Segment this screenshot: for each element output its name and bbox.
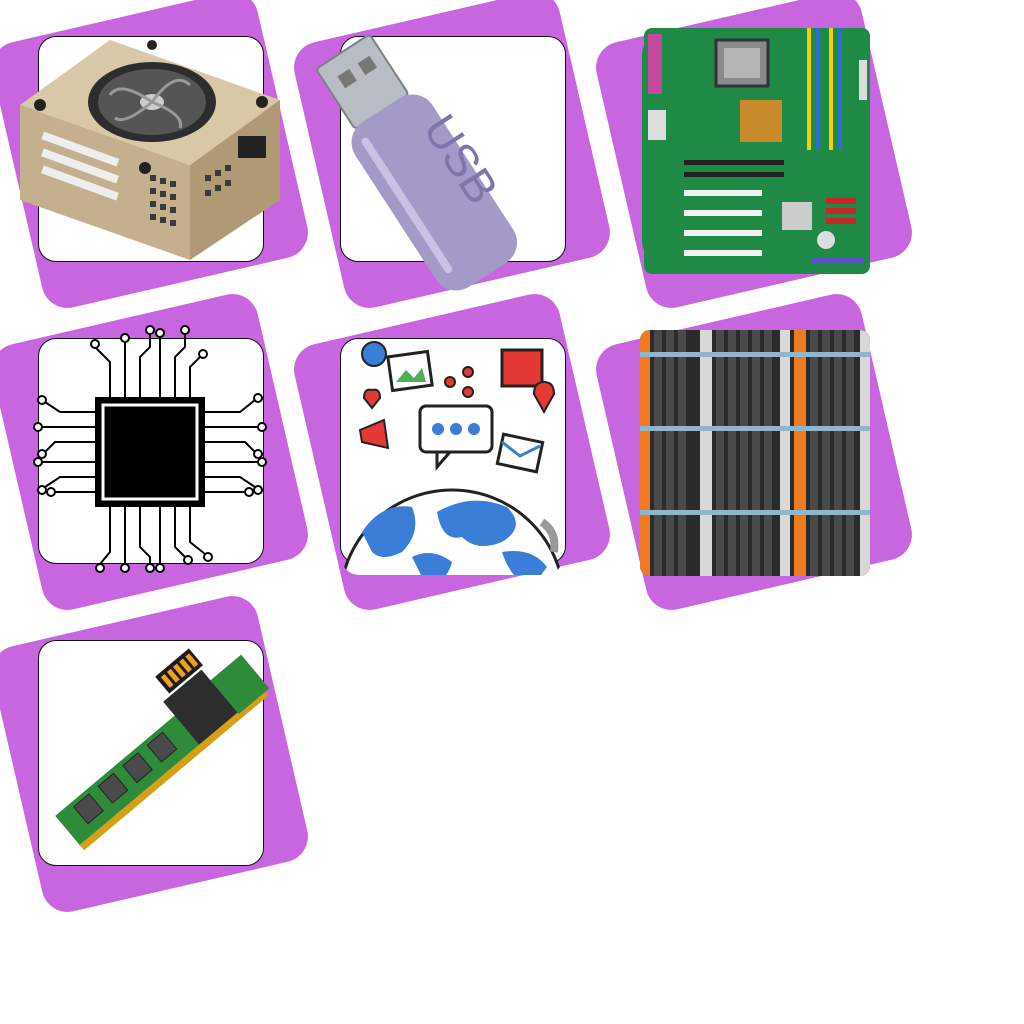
- network-cables-icon: [640, 330, 870, 576]
- tile-network-cables[interactable]: [590, 288, 918, 616]
- ram-module-icon: [55, 648, 270, 851]
- tile-ram-module[interactable]: [0, 590, 314, 918]
- cpu-chip-icon: [33, 325, 267, 573]
- motherboard-icon: [644, 28, 870, 274]
- tile-globe-social-media[interactable]: [288, 288, 616, 616]
- globe-social-media-icon: [341, 341, 563, 575]
- tile-usb-drive[interactable]: USB: [288, 0, 616, 314]
- usb-drive-icon: USB: [316, 34, 518, 291]
- tile-motherboard[interactable]: [590, 0, 918, 314]
- tile-power-supply[interactable]: [0, 0, 314, 314]
- power-supply-icon: [20, 40, 280, 260]
- tile-cpu-chip[interactable]: [0, 288, 314, 616]
